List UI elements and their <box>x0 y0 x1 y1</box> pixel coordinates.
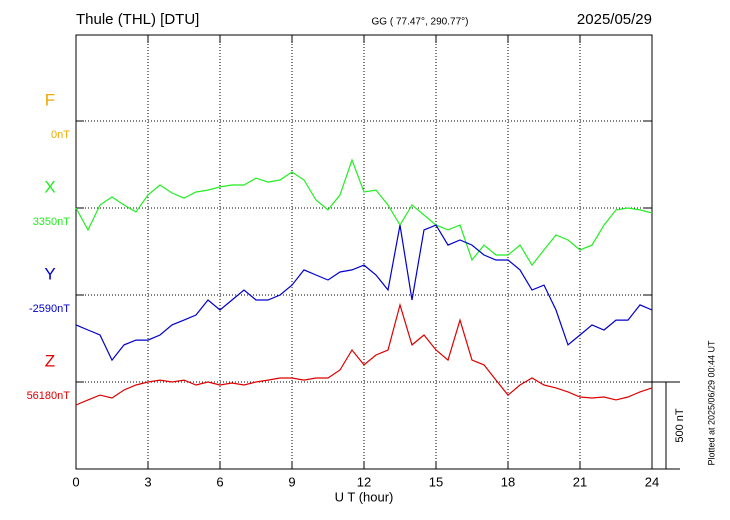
x-tick-label: 3 <box>144 474 151 489</box>
trace-name: X <box>44 177 55 196</box>
footnote: Plotted at 2025/06/29 00:44 UT <box>706 340 716 466</box>
x-tick-label: 9 <box>288 474 295 489</box>
scale-bar-label: 500 nT <box>674 408 686 443</box>
x-tick-label: 6 <box>216 474 223 489</box>
x-tick-label: 21 <box>573 474 587 489</box>
trace-baseline: 56180nT <box>27 390 71 402</box>
trace-name: F <box>45 90 55 109</box>
trace-line <box>75 158 653 267</box>
x-tick-label: 15 <box>429 474 443 489</box>
trace-line <box>75 302 653 406</box>
chart-title: Thule (THL) [DTU] <box>76 11 199 28</box>
subtitle: GG ( 77.47°, 290.77°) <box>372 17 469 28</box>
trace-line <box>75 224 653 362</box>
date: 2025/05/29 <box>577 11 652 28</box>
trace-name: Z <box>45 351 55 370</box>
trace-baseline: -2590nT <box>29 303 70 315</box>
trace-name: Y <box>44 264 55 283</box>
x-tick-label: 24 <box>645 474 659 489</box>
trace-baseline: 3350nT <box>33 216 71 228</box>
trace-baseline: 0nT <box>51 129 70 141</box>
x-axis-label: U T (hour) <box>335 489 394 504</box>
x-tick-label: 0 <box>72 474 79 489</box>
x-tick-label: 12 <box>357 474 371 489</box>
x-tick-label: 18 <box>501 474 515 489</box>
